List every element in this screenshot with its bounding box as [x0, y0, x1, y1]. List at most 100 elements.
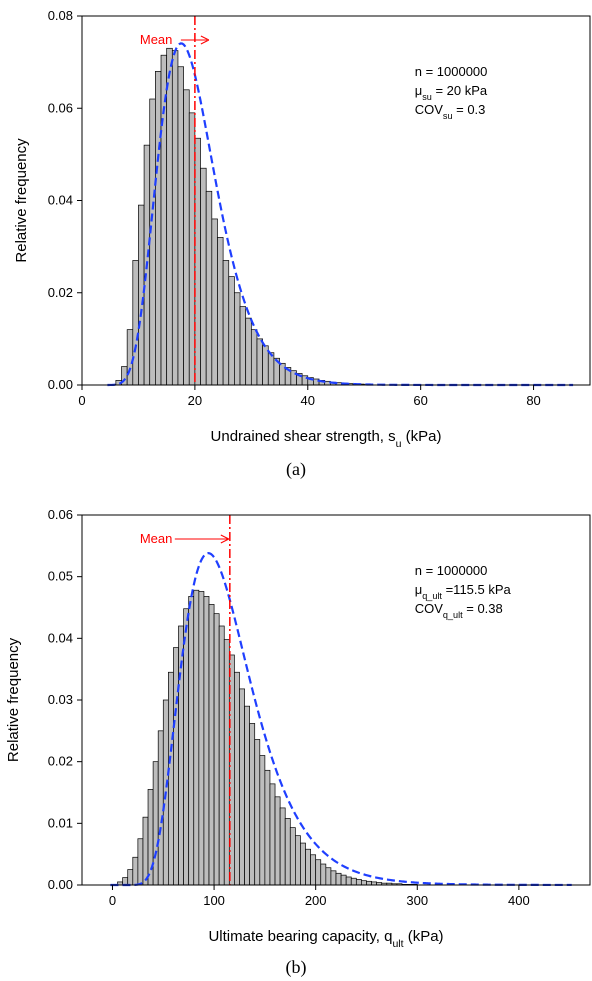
histogram-bar	[345, 876, 352, 886]
histogram-bar	[205, 190, 213, 386]
histogram-bar	[188, 112, 196, 386]
histogram-bar	[183, 608, 190, 886]
histogram-bar	[295, 835, 301, 886]
histogram-bar	[122, 877, 129, 886]
histogram-bar	[269, 783, 276, 886]
histogram-bar	[132, 856, 139, 886]
histogram-bar	[320, 863, 327, 886]
histogram-bar	[310, 854, 317, 886]
fitted-curve	[107, 42, 574, 387]
x-tick-label: 300	[406, 893, 428, 908]
histogram-bar	[254, 739, 261, 886]
histogram-bar	[218, 625, 225, 886]
histogram-bar	[355, 879, 362, 886]
histogram-bar	[171, 50, 179, 386]
histogram-bar	[203, 596, 210, 886]
histogram-bar	[228, 276, 235, 386]
histogram-bar	[267, 352, 275, 386]
histogram-bars	[109, 47, 371, 386]
figure-caption: (b)	[286, 957, 307, 978]
histogram-bar	[249, 723, 256, 886]
histogram-bar	[193, 589, 200, 886]
histogram-bar	[217, 237, 224, 386]
y-tick-label: 0.06	[48, 507, 73, 522]
mean-label: Mean	[140, 531, 173, 546]
y-tick-label: 0.02	[48, 754, 73, 769]
y-axis-label: Relative frequency	[5, 637, 22, 762]
y-tick-label: 0.08	[48, 8, 73, 23]
x-axis-label: Ultimate bearing capacity, qult (kPa)	[208, 928, 443, 950]
histogram-bar	[183, 89, 190, 386]
histogram-bar	[284, 818, 291, 886]
y-tick-label: 0.06	[48, 100, 73, 115]
chart-panel-b: Mean 0 100 200 300 400 0.00 0.01 0.02 0.03 0.04 0.0…	[5, 507, 591, 978]
histogram-bar	[168, 671, 174, 886]
histogram-bar	[142, 816, 149, 886]
x-tick-label: 200	[305, 893, 327, 908]
histogram-bar	[366, 880, 372, 886]
histogram-bar	[350, 877, 357, 886]
mean-arrow-head	[200, 35, 210, 45]
figure-caption: (a)	[286, 459, 306, 480]
histogram-bar	[222, 260, 230, 386]
chart-panel-a: Mean 0 20 40 60 80 0.00 0.02 0.04 0.06 0.08 Undrain…	[13, 8, 591, 480]
stats-annotation: μq_ult =115.5 kPa	[415, 582, 512, 601]
histogram-bar	[256, 338, 263, 386]
histogram-bar	[259, 755, 266, 886]
y-tick-label: 0.00	[48, 377, 73, 392]
histogram-bar	[208, 604, 215, 886]
histogram-bar	[315, 859, 322, 886]
histogram-bar	[173, 647, 179, 886]
histogram-bar	[330, 870, 337, 886]
histogram-bar	[234, 292, 241, 386]
histogram-bar	[300, 842, 306, 886]
histogram-bar	[279, 807, 286, 886]
stats-annotation: μsu = 20 kPa	[415, 83, 488, 102]
histogram-bar	[279, 362, 286, 386]
histogram-bar	[200, 167, 207, 386]
y-axis-label: Relative frequency	[13, 138, 30, 263]
histogram-bar	[155, 70, 162, 386]
histogram-bar	[361, 880, 367, 886]
x-tick-label: 0	[109, 893, 116, 908]
x-tick-label: 60	[413, 393, 427, 408]
histogram-bar	[166, 47, 173, 386]
histogram-bar	[194, 137, 201, 386]
y-tick-label: 0.02	[48, 285, 73, 300]
histogram-bar	[223, 639, 230, 886]
x-tick-label: 20	[188, 393, 202, 408]
histogram-bar	[188, 596, 195, 886]
x-axis-label: Undrained shear strength, su (kPa)	[211, 428, 442, 450]
histogram-bar	[245, 317, 252, 386]
histogram-bar	[126, 329, 134, 386]
stats-annotation: COVsu = 0.3	[415, 102, 486, 121]
stats-annotation: n = 1000000	[415, 563, 488, 578]
x-tick-label: 0	[78, 393, 85, 408]
y-tick-label: 0.04	[48, 193, 73, 208]
stats-annotation: COVq_ult = 0.38	[415, 601, 503, 620]
histogram-bar	[137, 838, 144, 886]
histogram-bar	[213, 613, 220, 886]
mean-arrow-head	[220, 534, 230, 544]
histogram-bar	[157, 730, 164, 886]
x-tick-label: 400	[508, 893, 530, 908]
histogram-bar	[149, 98, 156, 386]
y-tick-label: 0.05	[48, 569, 73, 584]
histogram-bar	[340, 874, 347, 886]
histogram-bar	[264, 769, 271, 886]
x-tick-label: 40	[301, 393, 315, 408]
histogram-bar	[262, 345, 269, 386]
histogram-bar	[138, 204, 145, 386]
histogram-bar	[289, 827, 296, 886]
histogram-bar	[211, 218, 218, 386]
stats-annotation: n = 1000000	[415, 64, 488, 79]
histogram-bar	[335, 872, 342, 886]
y-tick-label: 0.00	[48, 877, 73, 892]
histogram-bar	[127, 869, 134, 886]
histogram-bar	[147, 789, 154, 886]
histogram-bar	[177, 66, 184, 386]
histogram-bar	[234, 671, 240, 886]
histogram-bar	[198, 591, 205, 886]
mean-label: Mean	[140, 32, 173, 47]
